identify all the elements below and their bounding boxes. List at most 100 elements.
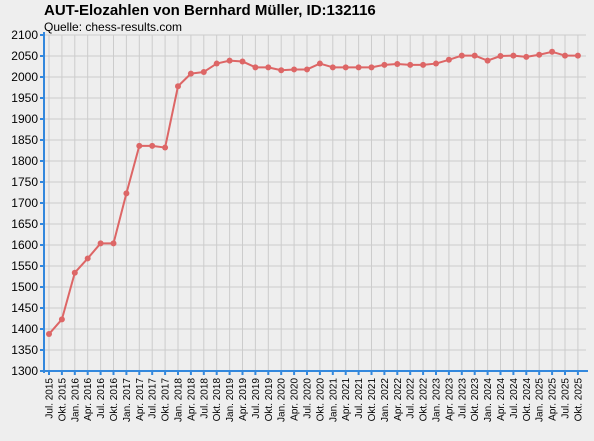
y-tick-label: 1600	[11, 238, 38, 252]
x-tick-label: Jul. 2020	[303, 378, 314, 419]
x-tick-label: Jul. 2025	[561, 378, 572, 419]
data-point	[200, 68, 207, 75]
x-tick-label: Jan. 2024	[483, 378, 494, 422]
x-tick-label: Okt. 2022	[419, 378, 430, 422]
data-point	[471, 52, 478, 59]
data-point	[510, 52, 517, 59]
y-tick-label: 1950	[11, 91, 38, 105]
data-point	[226, 57, 233, 64]
x-tick-label: Jul. 2015	[45, 378, 56, 419]
x-tick-label: Okt. 2025	[573, 378, 584, 422]
y-tick-label: 1350	[11, 343, 38, 357]
data-point	[420, 61, 427, 68]
x-tick-label: Apr. 2022	[393, 378, 404, 421]
x-tick-label: Okt. 2016	[109, 378, 120, 422]
data-point	[278, 67, 285, 74]
data-point	[175, 83, 181, 90]
data-point	[149, 142, 156, 149]
x-tick-label: Jul. 2019	[251, 378, 262, 419]
data-point	[368, 64, 375, 71]
data-point	[187, 70, 194, 77]
data-point	[497, 53, 504, 59]
data-point	[71, 269, 78, 276]
y-tick-label: 1850	[11, 133, 38, 147]
x-tick-label: Jan. 2021	[328, 378, 339, 422]
elo-series	[46, 48, 581, 338]
x-tick-label: Jul. 2023	[457, 378, 468, 419]
data-point	[342, 64, 349, 71]
y-tick-label: 2050	[11, 49, 38, 63]
y-tick-label: 1500	[11, 280, 38, 294]
y-tick-label: 1700	[11, 196, 38, 210]
data-point	[136, 142, 143, 149]
x-tick-label: Jul. 2022	[406, 378, 417, 419]
data-point	[46, 331, 52, 338]
data-point	[110, 240, 117, 247]
x-tick-label: Apr. 2017	[135, 378, 146, 421]
y-tick-label: 1650	[11, 217, 38, 231]
y-tick-label: 2100	[11, 28, 38, 42]
y-tick-label: 1900	[11, 112, 38, 126]
data-point	[549, 48, 556, 55]
y-tick-label: 1450	[11, 301, 38, 315]
x-tick-label: Apr. 2023	[444, 378, 455, 421]
data-point	[213, 60, 220, 67]
x-tick-label: Jan. 2020	[277, 378, 288, 422]
data-point	[316, 60, 323, 67]
data-point	[304, 66, 310, 73]
x-tick-label: Okt. 2017	[161, 378, 172, 422]
x-tick-label: Jan. 2018	[174, 378, 185, 422]
data-point	[265, 64, 272, 71]
x-tick-label: Okt. 2015	[57, 378, 68, 422]
x-tick-label: Jan. 2025	[535, 378, 546, 422]
data-point	[123, 190, 130, 197]
data-point	[562, 52, 568, 59]
y-tick-label: 1400	[11, 322, 38, 336]
y-tick-label: 2000	[11, 70, 38, 84]
x-tick-label: Jan. 2019	[225, 378, 236, 422]
data-point	[407, 61, 414, 68]
data-point	[355, 64, 362, 71]
data-point	[445, 56, 452, 63]
x-tick-label: Jan. 2022	[380, 378, 391, 422]
data-point	[484, 57, 491, 64]
data-point	[381, 61, 388, 68]
y-tick-label: 1550	[11, 259, 38, 273]
x-tick-label: Jul. 2018	[199, 378, 210, 419]
data-point	[536, 51, 543, 58]
x-tick-label: Jul. 2021	[354, 378, 365, 419]
y-tick-label: 1750	[11, 175, 38, 189]
data-point	[394, 60, 401, 67]
x-tick-label: Okt. 2021	[367, 378, 378, 422]
x-tick-label: Apr. 2021	[341, 378, 352, 421]
x-tick-label: Apr. 2016	[83, 378, 94, 421]
data-point	[84, 255, 91, 262]
y-axis: 1300 1350 1400 1450 1500 1550 1600 1650 1700 1750…	[11, 28, 45, 378]
x-tick-label: Okt. 2020	[315, 378, 326, 422]
data-point	[239, 58, 246, 65]
data-point	[291, 66, 298, 73]
data-point	[58, 316, 65, 323]
x-tick-label: Jul. 2016	[96, 378, 107, 419]
data-point	[458, 52, 465, 59]
x-tick-label: Jan. 2023	[432, 378, 443, 422]
x-tick-label: Jan. 2016	[70, 378, 81, 422]
data-point	[433, 60, 439, 67]
x-tick-label: Jul. 2017	[148, 378, 159, 419]
x-axis: Jul. 2015 Okt. 2015 Jan. 2016 Apr. 2016 Jul.…	[43, 370, 588, 422]
x-tick-label: Apr. 2025	[548, 378, 559, 421]
y-tick-label: 1800	[11, 154, 38, 168]
x-tick-label: Apr. 2024	[496, 378, 507, 421]
x-tick-label: Okt. 2024	[522, 378, 533, 422]
x-tick-label: Jan. 2017	[122, 378, 133, 422]
x-tick-label: Okt. 2018	[212, 378, 223, 422]
grid-lines	[44, 34, 586, 372]
data-point	[329, 64, 336, 71]
data-point	[252, 64, 259, 71]
data-point	[162, 144, 169, 151]
y-tick-label: 1300	[11, 364, 38, 378]
data-point	[97, 240, 104, 247]
x-tick-label: Apr. 2020	[290, 378, 301, 421]
data-point	[523, 53, 530, 60]
